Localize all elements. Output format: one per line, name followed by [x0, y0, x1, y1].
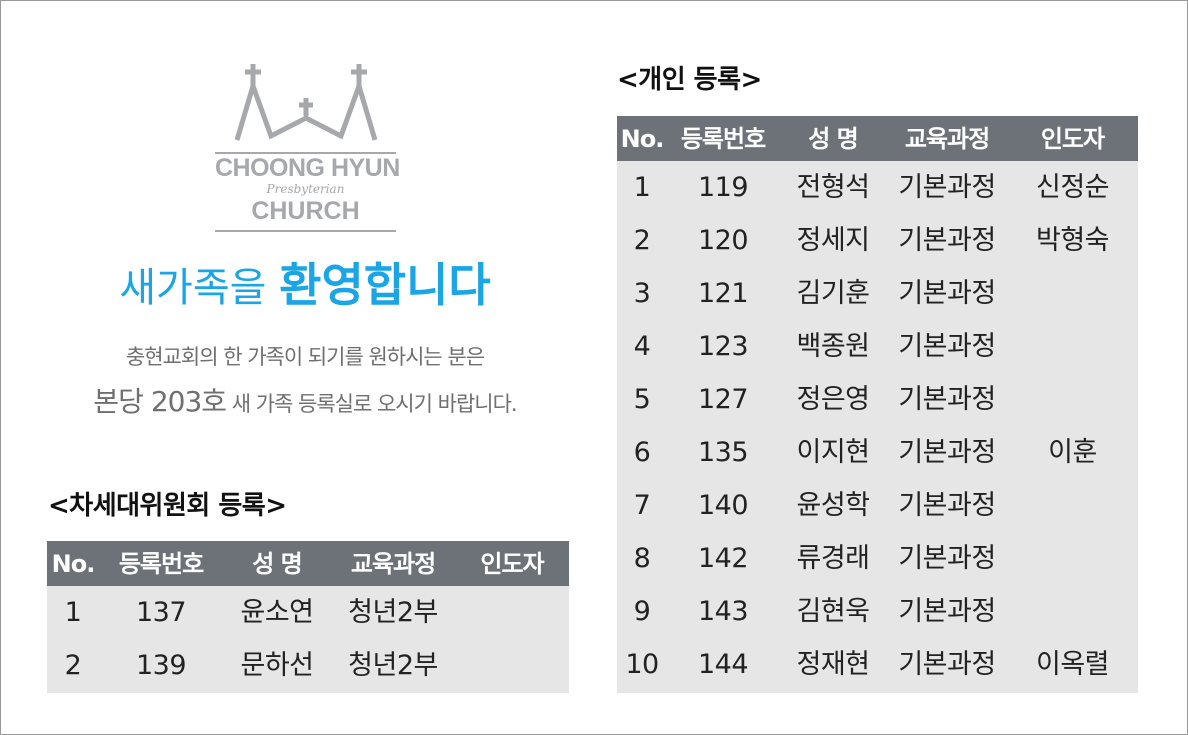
- table-cell: 청년2부: [348, 596, 438, 628]
- table-cell: 문하선: [240, 649, 314, 681]
- description-line2-rest: 새 가족 등록실로 오시기 바랍니다.: [226, 392, 518, 416]
- table-cell: 1: [64, 596, 82, 628]
- church-logo: CHOONG HYUN Presbyterian CHURCH: [215, 60, 400, 235]
- table-cell: 1: [633, 171, 651, 203]
- table-cell: 143: [697, 595, 749, 627]
- table-cell: 9: [633, 595, 651, 627]
- table-cell: 7: [633, 489, 651, 521]
- table-cell: 김기훈: [796, 277, 870, 309]
- table-cell: 기본과정: [898, 436, 996, 468]
- table-cell: 백종원: [796, 330, 870, 362]
- table-cell: 기본과정: [898, 277, 996, 309]
- column-header: 등록번호: [118, 549, 204, 578]
- description-line1: 충현교회의 한 가족이 되기를 원하시는 분은: [125, 345, 485, 369]
- table-cell: 기본과정: [898, 648, 996, 680]
- table-cell: 이지현: [796, 436, 870, 468]
- table-cell: 박형숙: [1035, 224, 1110, 256]
- table-cell: 기본과정: [898, 383, 996, 415]
- table-cell: 121: [697, 277, 749, 309]
- table-cell: 김현욱: [796, 595, 870, 627]
- next-gen-table: No. 등록번호 성 명 교육과정 인도자 1 137 윤소연 청년2부 2 139 문하선 청년2부: [47, 541, 569, 693]
- column-header: 교육과정: [904, 124, 990, 153]
- table-cell: 정세지: [796, 224, 870, 256]
- table-cell: 청년2부: [348, 649, 438, 681]
- column-header: 성 명: [808, 124, 859, 153]
- table-header: No. 등록번호 성 명 교육과정 인도자: [47, 541, 569, 586]
- table-row: 7 140 윤성학 기본과정: [617, 479, 1138, 532]
- table-cell: 140: [697, 489, 749, 521]
- table-cell: 기본과정: [898, 171, 996, 203]
- table-cell: 142: [697, 542, 749, 574]
- table-cell: 144: [697, 648, 749, 680]
- room-number: 본당 203호: [93, 385, 227, 418]
- table-row: 9 143 김현욱 기본과정: [617, 585, 1138, 638]
- welcome-part1: 새가족을: [119, 265, 280, 311]
- description-line2: 본당 203호 새 가족 등록실로 오시기 바랍니다.: [20, 385, 590, 421]
- table-row: 4 123 백종원 기본과정: [617, 320, 1138, 373]
- table-row: 6 135 이지현 기본과정 이훈: [617, 426, 1138, 479]
- table-cell: 이옥렬: [1035, 648, 1110, 680]
- individual-heading: <개인 등록>: [617, 65, 762, 95]
- column-header: 등록번호: [680, 124, 766, 153]
- table-row: 3 121 김기훈 기본과정: [617, 267, 1138, 320]
- table-cell: 기본과정: [898, 595, 996, 627]
- logo-rule-bottom: [215, 230, 396, 232]
- table-cell: 기본과정: [898, 542, 996, 574]
- welcome-part2: 환영합니다: [279, 258, 491, 312]
- table-row: 1 137 윤소연 청년2부: [47, 586, 569, 639]
- welcome-title: 새가족을 환영합니다: [40, 258, 570, 315]
- table-cell: 6: [633, 436, 651, 468]
- table-cell: 127: [697, 383, 749, 415]
- next-gen-heading: <차세대위원회 등록>: [48, 491, 287, 521]
- table-cell: 120: [697, 224, 749, 256]
- table-cell: 2: [64, 649, 82, 681]
- table-cell: 전형석: [796, 171, 870, 203]
- table-row: 5 127 정은영 기본과정: [617, 373, 1138, 426]
- logo-name-line3: CHURCH: [251, 197, 360, 225]
- column-header: No.: [51, 549, 96, 578]
- table-cell: 10: [625, 648, 659, 680]
- table-row: 8 142 류경래 기본과정: [617, 532, 1138, 585]
- table-cell: 2: [633, 224, 651, 256]
- table-cell: 정은영: [796, 383, 870, 415]
- column-header: 교육과정: [350, 549, 436, 578]
- table-cell: 정재현: [796, 648, 870, 680]
- table-cell: 신정순: [1035, 171, 1110, 203]
- individual-table: No. 등록번호 성 명 교육과정 인도자 1 119 전형석 기본과정 신정순 2 120 정세지 기본…: [617, 116, 1138, 693]
- table-row: 1 119 전형석 기본과정 신정순: [617, 161, 1138, 214]
- logo-rule-top: [215, 152, 396, 154]
- table-cell: 8: [633, 542, 651, 574]
- table-cell: 윤성학: [796, 489, 870, 521]
- table-row: 10 144 정재현 기본과정 이옥렬: [617, 638, 1138, 691]
- table-cell: 윤소연: [240, 596, 314, 628]
- column-header: 인도자: [1040, 124, 1105, 153]
- table-cell: 기본과정: [898, 224, 996, 256]
- table-cell: 119: [697, 171, 749, 203]
- table-cell: 3: [633, 277, 651, 309]
- table-cell: 4: [633, 330, 651, 362]
- logo-name-line2: Presbyterian: [266, 182, 345, 196]
- table-row: 2 139 문하선 청년2부: [47, 639, 569, 692]
- table-header: No. 등록번호 성 명 교육과정 인도자: [617, 116, 1138, 161]
- table-cell: 기본과정: [898, 330, 996, 362]
- table-cell: 123: [697, 330, 749, 362]
- logo-name-line1: CHOONG HYUN: [215, 154, 400, 182]
- table-cell: 이훈: [1048, 436, 1097, 468]
- table-cell: 139: [135, 649, 187, 681]
- table-cell: 기본과정: [898, 489, 996, 521]
- table-cell: 5: [633, 383, 651, 415]
- column-header: 인도자: [480, 549, 544, 578]
- column-header: 성 명: [252, 549, 303, 578]
- table-row: 2 120 정세지 기본과정 박형숙: [617, 214, 1138, 267]
- table-cell: 류경래: [796, 542, 870, 574]
- table-cell: 135: [697, 436, 749, 468]
- column-header: No.: [620, 124, 665, 153]
- church-crosses-icon: [234, 64, 378, 141]
- table-cell: 137: [135, 596, 187, 628]
